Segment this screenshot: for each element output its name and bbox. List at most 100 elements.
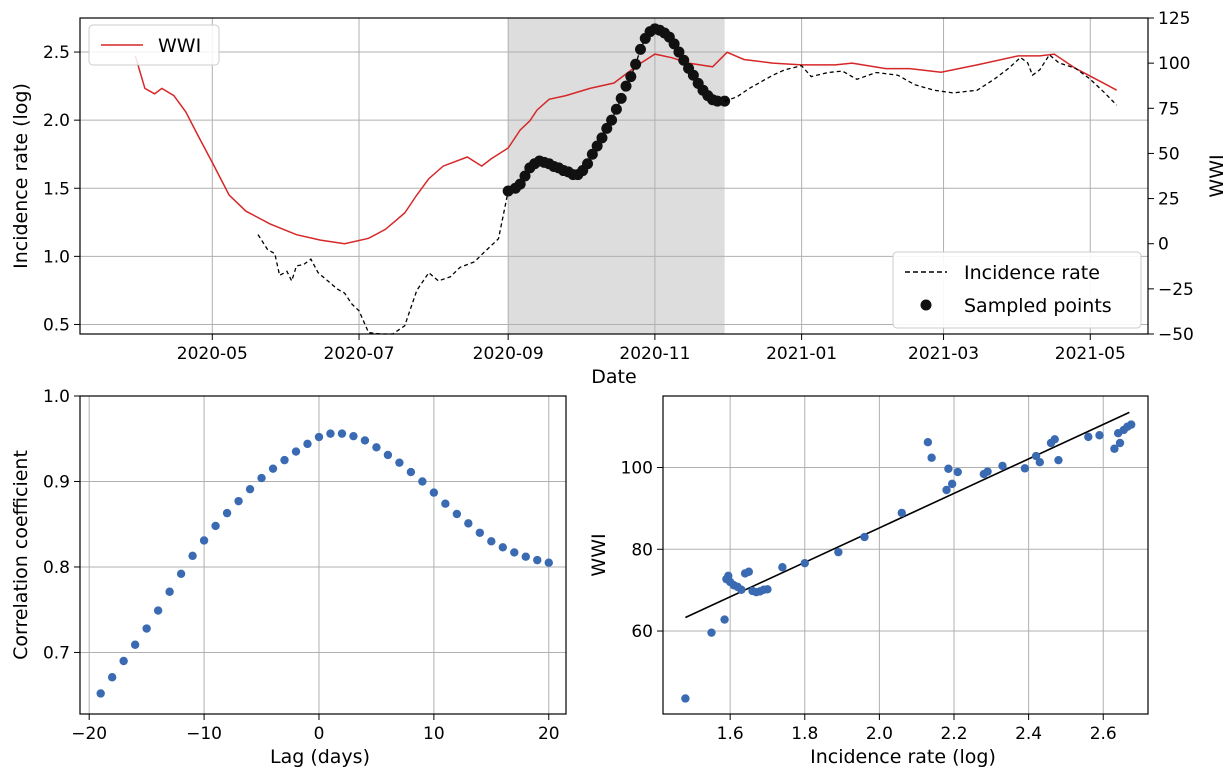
time-series-wwi-tick-label: −25 <box>1158 280 1194 300</box>
scatter-grid <box>663 396 1148 714</box>
lag-correlation-point <box>395 458 404 467</box>
lag-y-tick-label: 0.7 <box>43 643 70 663</box>
time-series-y-tick-label: 2.5 <box>43 43 70 63</box>
lag-correlation-point <box>383 450 393 460</box>
sampled-point <box>625 71 637 83</box>
lag-correlation-point <box>165 587 174 596</box>
lag-correlation-point <box>153 606 163 615</box>
time-series-y-tick-label: 1.5 <box>43 179 70 199</box>
sampled-point <box>634 43 646 55</box>
wwi-incidence-point <box>707 628 716 637</box>
wwi-incidence-point <box>923 437 933 447</box>
incidence-rate-line <box>724 53 1118 106</box>
incidence-rate-line <box>257 190 509 335</box>
lag-y-axis-label: Correlation coefficient <box>10 450 32 660</box>
lag-correlation-point <box>349 431 358 441</box>
scatter-frame <box>662 395 1149 715</box>
wwi-incidence-point <box>998 461 1007 471</box>
sampled-point <box>606 114 618 126</box>
sampled-point <box>591 140 603 152</box>
sampled-point <box>673 46 685 58</box>
wwi-incidence-point <box>1035 458 1045 467</box>
regression-line <box>685 411 1130 619</box>
lag-correlation-point <box>533 555 542 565</box>
scatter-plot-area <box>663 396 1148 714</box>
scatter-x-tick-label: 1.6 <box>717 724 744 744</box>
time-series-x-tick-label: 2020-07 <box>324 344 395 364</box>
time-series-wwi-ticks: −50 −25 0 25 50 75 100 125 <box>1148 9 1194 345</box>
lag-correlation-point <box>280 455 289 465</box>
sampled-point <box>610 103 622 115</box>
lag-correlation-point <box>464 519 473 528</box>
lag-x-tick-label: 0 <box>314 724 325 744</box>
lag-correlation-point <box>360 436 370 445</box>
time-series-series <box>134 23 1118 335</box>
sampled-point <box>687 69 699 81</box>
wwi-legend: WWI <box>88 24 220 66</box>
wwi-incidence-point <box>834 547 843 557</box>
scatter-x-tick-label: 2.2 <box>940 724 967 744</box>
sampled-point <box>601 122 613 134</box>
wwi-incidence-point <box>927 453 936 462</box>
scatter-x-ticks: 1.6 1.8 2.0 2.2 2.4 2.6 <box>717 714 1117 744</box>
scatter-points <box>681 420 1136 703</box>
sampled-point <box>615 92 627 104</box>
wwi-incidence-point <box>737 585 746 594</box>
lag-correlation-point <box>498 543 508 552</box>
time-series-x-tick-label: 2021-05 <box>1055 344 1126 364</box>
time-series-wwi-tick-label: 25 <box>1158 190 1180 210</box>
time-series-y-tick-label: 2.0 <box>43 111 70 131</box>
wwi-incidence-point <box>778 563 787 572</box>
lag-correlation-point <box>487 537 496 546</box>
time-series-wwi-tick-label: 50 <box>1158 144 1180 164</box>
time-series-wwi-tick-label: 75 <box>1158 99 1180 119</box>
lag-correlation-point <box>222 508 232 518</box>
scatter-x-tick-label: 2.4 <box>1015 724 1042 744</box>
time-series-y-tick-label: 0.5 <box>43 315 70 335</box>
scatter-y-tick-label: 60 <box>631 622 653 642</box>
wwi-legend-label: WWI <box>158 35 201 57</box>
incidence-legend-label: Incidence rate <box>964 262 1100 284</box>
wwi-incidence-point <box>947 479 957 489</box>
incidence-legend: Incidence rate Sampled points <box>892 251 1142 329</box>
time-series-wwi-tick-label: 100 <box>1158 54 1190 74</box>
lag-correlation-point <box>96 689 105 698</box>
lag-x-ticks: −20 −10 0 10 20 <box>71 714 560 744</box>
sampled-legend-marker <box>920 299 932 311</box>
wwi-vs-incidence-panel: 1.6 1.8 2.0 2.2 2.4 2.6 60 80 100 Incidence rat… <box>588 395 1149 768</box>
sampled-point <box>586 148 598 160</box>
incidence-legend-box <box>892 251 1142 329</box>
time-series-x-ticks: 2020-05 2020-07 2020-09 2020-11 2021-01 2021-… <box>177 334 1126 364</box>
lag-correlation-point <box>199 536 209 545</box>
lag-y-tick-label: 1.0 <box>43 387 70 407</box>
scatter-x-tick-label: 1.8 <box>791 724 818 744</box>
time-series-y-ticks: 0.5 1.0 1.5 2.0 2.5 <box>43 43 80 335</box>
lag-correlation-point <box>521 552 530 561</box>
lag-correlation-point <box>234 496 243 506</box>
lag-correlation-point <box>142 624 151 633</box>
wwi-incidence-point <box>1095 431 1104 440</box>
lag-correlation-point <box>452 509 462 519</box>
wwi-incidence-point <box>1054 455 1063 465</box>
sampled-point <box>678 54 690 66</box>
time-series-wwi-tick-label: 0 <box>1158 235 1169 255</box>
wwi-incidence-point <box>1127 420 1136 429</box>
lag-correlation-point <box>406 467 416 477</box>
wwi-incidence-point <box>681 694 690 703</box>
wwi-incidence-point <box>942 485 951 495</box>
lag-correlation-point <box>257 473 266 483</box>
lag-correlation-point <box>130 640 140 649</box>
lag-correlation-point <box>268 464 278 473</box>
time-series-y-tick-label: 1.0 <box>43 247 70 267</box>
time-series-panel: 2020-05 2020-07 2020-09 2020-11 2021-01 2021-… <box>10 9 1228 388</box>
lag-correlation-point <box>475 528 485 537</box>
wwi-incidence-point <box>1115 438 1125 448</box>
lag-x-tick-label: −10 <box>186 724 222 744</box>
sampled-point <box>582 158 594 170</box>
wwi-incidence-point <box>897 508 906 518</box>
wwi-incidence-point <box>1084 432 1093 442</box>
time-series-x-tick-label: 2021-01 <box>766 344 837 364</box>
wwi-incidence-point <box>744 567 754 576</box>
lag-correlation-point <box>429 488 439 497</box>
